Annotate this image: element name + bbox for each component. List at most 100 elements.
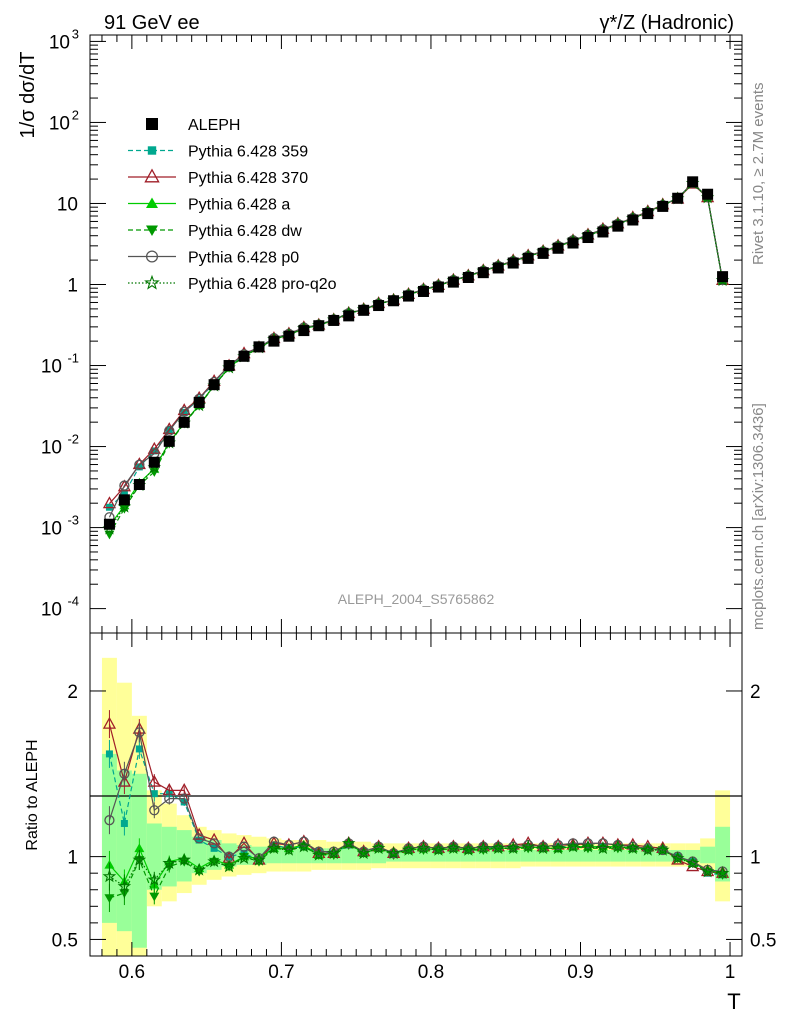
main-y-tick-label: 10 [41,600,62,621]
ratio-x-tick-label: 0.6 [119,962,145,983]
ratio-x-tick-label: 0.8 [418,962,444,983]
ratio-series-point [386,846,401,860]
legend-label: Pythia 6.428 359 [188,144,308,161]
main-y-tick-label: 10 [41,357,62,378]
green-band-bin [535,849,551,862]
main-series-aleph [103,176,729,530]
main-series-point [150,447,158,455]
ratio-series-point [611,839,625,853]
ratio-series-point [149,805,160,816]
ratio-series-point [655,842,670,856]
main-y-tick-exponent: 3 [72,26,79,41]
aleph-data-point [208,379,220,391]
ratio-series-point [252,852,266,866]
ratio-series-point [239,852,250,862]
ratio-series-point [506,841,520,855]
ratio-series-point [177,852,191,866]
ratio-series-point [567,838,579,849]
legend-item: Pythia 6.428 dw [128,223,302,240]
green-band-bin [625,849,641,862]
ratio-series-point [238,841,250,852]
aleph-data-point [193,396,205,408]
ratio-series-point [105,750,113,758]
main-series-point [102,496,117,509]
legend-item: Pythia 6.428 359 [128,144,308,161]
aleph-data-point [343,310,355,322]
ratio-x-ticks: 0.6 0.7 0.8 0.9 1 [101,633,735,983]
ratio-series-point [268,836,280,847]
legend: ALEPH Pythia 6.428 359 Pythia 6.428 370 Pyt… [128,117,337,293]
main-series-point [104,530,115,540]
aleph-data-point [403,290,415,302]
ratio-y-tick-label-right: 2 [750,682,761,703]
ratio-series-point [401,842,416,856]
ratio-series-point [150,790,158,798]
main-y-tick-label: 10 [41,519,62,540]
ratio-series-point [104,894,115,904]
green-band-bin [715,826,731,882]
ratio-series-point [135,745,143,753]
ratio-panel: 0.5 0.51 12 2 0.6 0.7 0.8 0.9 1 Ratio to ALEPH … [24,632,776,1014]
green-band-bin [595,849,611,862]
ratio-series-point [685,856,700,870]
ratio-series-point [117,879,132,893]
ratio-series-point [237,851,251,865]
ratio-series-point [179,793,190,804]
legend-marker [144,168,160,183]
ratio-series-point [104,815,115,826]
ratio-series-point [476,841,491,855]
ratio-y-tick-label-right: 0.5 [750,930,776,951]
ratio-series-point [207,854,221,868]
ratio-series-point [313,846,324,857]
aleph-data-point [103,518,115,530]
ratio-frame [89,632,743,957]
rivet-version-label: Rivet 3.1.10, ≥ 2.7M events [750,83,767,266]
ratio-series-point [551,841,565,855]
ratio-series-point [134,727,145,738]
ratio-y-tick-label-left: 0.5 [52,930,78,951]
main-series-point [117,479,131,492]
ratio-series-point [162,856,177,870]
main-series-point [162,422,176,435]
ratio-series-point [282,842,296,856]
aleph-data-point [597,226,609,238]
green-band-bin [191,836,207,874]
header-right: γ*/Z (Hadronic) [600,12,734,34]
aleph-data-point [642,208,654,220]
main-y-axis-label: 1/σ dσ/dT [17,52,39,139]
ratio-series-point [195,836,203,844]
legend-item: Pythia 6.428 a [128,197,290,214]
ratio-series-point [582,838,594,849]
legend-label: Pythia 6.428 pro-q2o [188,276,337,293]
ratio-y-tick-label-left: 1 [67,848,78,869]
green-band-bin [655,849,671,862]
green-band-bin [146,823,162,890]
aleph-data-point [492,262,504,274]
ratio-series-point [416,841,431,855]
ratio-series-point [267,841,281,855]
main-y-tick-exponent: 2 [72,107,79,122]
green-band-bin [341,848,357,864]
aleph-data-point [477,267,489,279]
aleph-data-point [388,295,400,307]
aleph-data-point [358,304,370,316]
legend-marker [146,225,158,236]
main-series-point [135,463,143,471]
ratio-series-point [670,851,685,865]
legend-item: Pythia 6.428 370 [128,168,308,187]
ratio-series-pythia-6-428-pro-q2o [102,836,730,899]
ratio-series-point [132,852,147,866]
aleph-data-point [432,281,444,293]
ratio-series-point [431,842,446,856]
green-band-bin [430,849,446,862]
legend-item: Pythia 6.428 pro-q2o [128,274,337,293]
main-y-tick-label: 10 [57,194,78,215]
ratio-series-point [208,838,220,849]
legend-item: ALEPH [146,117,240,134]
ratio-series-point [194,833,205,844]
legend-marker [146,197,158,208]
main-series-point [119,480,130,491]
aleph-data-point [687,176,699,188]
